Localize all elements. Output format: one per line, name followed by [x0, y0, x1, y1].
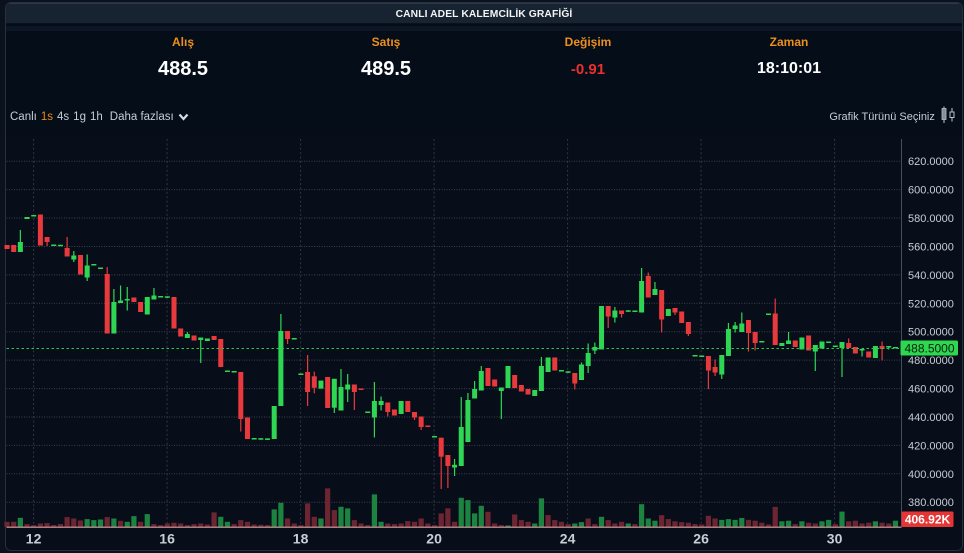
svg-text:580.0000: 580.0000 — [908, 213, 954, 225]
svg-text:540.0000: 540.0000 — [908, 270, 954, 282]
svg-text:24: 24 — [560, 531, 576, 547]
svg-text:500.0000: 500.0000 — [908, 327, 954, 339]
svg-text:600.0000: 600.0000 — [908, 185, 954, 197]
svg-text:16: 16 — [159, 531, 175, 547]
svg-text:18: 18 — [293, 531, 309, 547]
svg-text:560.0000: 560.0000 — [908, 242, 954, 254]
svg-text:440.0000: 440.0000 — [908, 412, 954, 424]
svg-text:380.0000: 380.0000 — [908, 497, 954, 509]
svg-text:480.0000: 480.0000 — [908, 355, 954, 367]
svg-text:520.0000: 520.0000 — [908, 298, 954, 310]
svg-text:460.0000: 460.0000 — [908, 384, 954, 396]
svg-text:20: 20 — [426, 531, 442, 547]
svg-text:406.92K: 406.92K — [905, 512, 951, 526]
svg-text:30: 30 — [827, 531, 843, 547]
svg-text:26: 26 — [693, 531, 709, 547]
svg-text:488.5000: 488.5000 — [904, 342, 954, 356]
svg-text:400.0000: 400.0000 — [908, 469, 954, 481]
svg-text:12: 12 — [26, 531, 42, 547]
svg-text:620.0000: 620.0000 — [908, 156, 954, 168]
svg-text:420.0000: 420.0000 — [908, 440, 954, 452]
